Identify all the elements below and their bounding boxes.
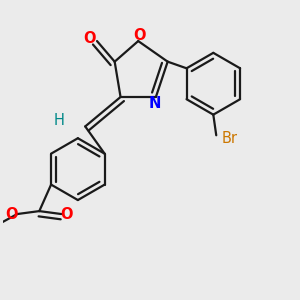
- Text: O: O: [6, 206, 18, 221]
- Text: O: O: [83, 31, 96, 46]
- Text: N: N: [148, 96, 160, 111]
- Text: O: O: [60, 206, 73, 221]
- Text: Br: Br: [221, 131, 238, 146]
- Text: O: O: [134, 28, 146, 43]
- Text: H: H: [53, 113, 64, 128]
